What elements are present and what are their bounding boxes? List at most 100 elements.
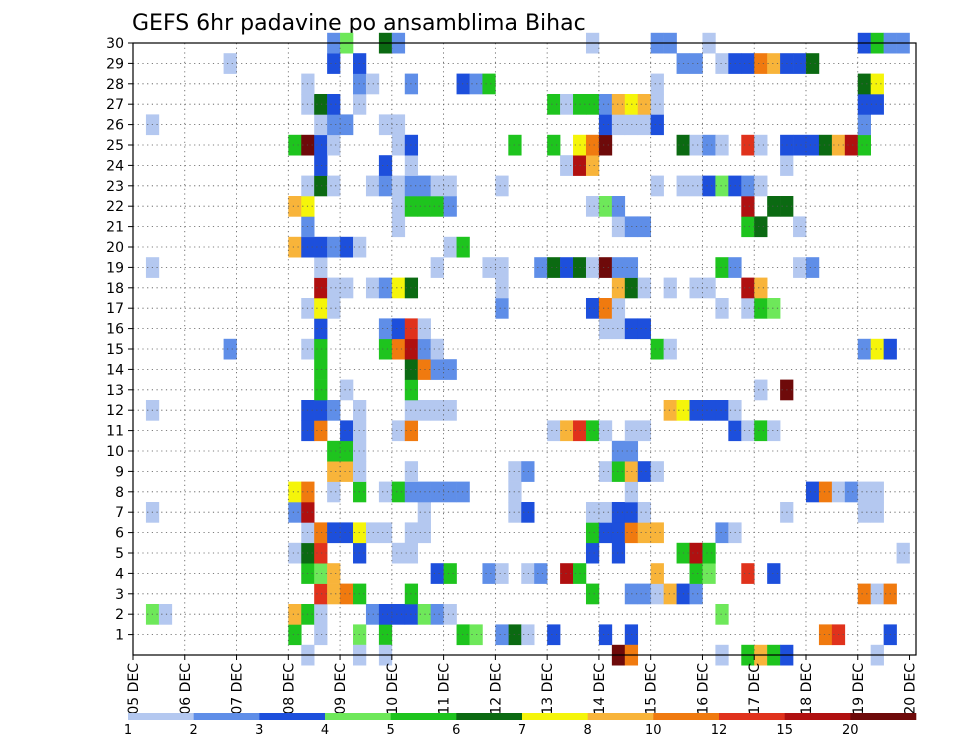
- heatmap-cell: [870, 583, 884, 605]
- y-tick-label: 28: [106, 77, 124, 93]
- x-tick-label: 12 DEC: [488, 663, 504, 715]
- heatmap-cell: [417, 502, 431, 523]
- legend-swatch: [128, 713, 194, 720]
- heatmap-cell: [314, 155, 328, 176]
- y-tick-label: 4: [115, 566, 124, 582]
- legend-label: 1: [124, 723, 132, 738]
- heatmap-cell: [547, 624, 561, 646]
- heatmap-cell: [741, 216, 755, 238]
- y-tick-label: 2: [115, 607, 124, 623]
- y-tick-label: 10: [106, 444, 124, 460]
- heatmap-cell: [430, 196, 444, 217]
- heatmap-cell: [598, 502, 613, 523]
- heatmap-cell: [637, 114, 651, 136]
- heatmap-cell: [585, 298, 600, 319]
- y-tick-label: 22: [106, 199, 124, 215]
- y-tick-label: 13: [106, 383, 124, 399]
- heatmap-cell: [585, 502, 600, 523]
- heatmap-cell: [689, 583, 703, 605]
- y-tick-label: 11: [106, 424, 124, 440]
- heatmap-cell: [844, 134, 859, 156]
- heatmap-cell: [547, 134, 561, 156]
- heatmap-cell: [702, 175, 716, 197]
- heatmap-cell: [870, 73, 884, 95]
- heatmap-cell: [443, 604, 457, 625]
- heatmap-cell: [650, 563, 664, 584]
- legend-label: 20: [842, 723, 859, 738]
- heatmap-cell: [585, 583, 600, 605]
- heatmap-cell: [417, 481, 431, 503]
- heatmap-cell: [805, 53, 820, 74]
- heatmap-cell: [844, 481, 859, 503]
- heatmap-cell: [495, 175, 509, 197]
- heatmap-cell: [508, 481, 522, 503]
- x-tick-label: 19 DEC: [851, 663, 867, 715]
- heatmap-cell: [585, 134, 600, 156]
- heatmap-cell: [754, 420, 768, 442]
- heatmap-cell: [715, 298, 729, 319]
- heatmap-cell: [314, 542, 328, 564]
- heatmap-cell: [430, 175, 444, 197]
- heatmap-cell: [741, 53, 755, 74]
- legend-label: 8: [584, 723, 592, 738]
- heatmap-cell: [314, 277, 328, 299]
- heatmap-cell: [314, 134, 328, 156]
- heatmap-cell: [741, 196, 755, 217]
- heatmap-cell: [689, 563, 703, 584]
- heatmap-cell: [288, 624, 302, 646]
- y-tick-label: 17: [106, 301, 124, 317]
- heatmap-cell: [495, 298, 509, 319]
- heatmap-cell: [857, 73, 871, 95]
- y-tick-label: 29: [106, 56, 124, 72]
- heatmap-cell: [327, 114, 341, 136]
- legend-swatch: [259, 713, 326, 720]
- y-tick-label: 18: [106, 281, 124, 297]
- y-tick-label: 1: [115, 628, 124, 644]
- x-tick-label: 06 DEC: [178, 663, 194, 715]
- heatmap-cell: [611, 216, 626, 238]
- heatmap-cell: [560, 257, 574, 278]
- x-tick-label: 20 DEC: [903, 663, 919, 715]
- heatmap-cell: [611, 502, 626, 523]
- heatmap-cell: [793, 134, 807, 156]
- y-tick-label: 24: [106, 158, 124, 174]
- heatmap-cell: [598, 196, 613, 217]
- heatmap-cell: [391, 134, 406, 156]
- x-tick-label: 14 DEC: [592, 663, 608, 715]
- heatmap-cell: [598, 257, 613, 278]
- heatmap-cell: [482, 257, 496, 278]
- heatmap-cell: [702, 400, 716, 421]
- heatmap-cell: [378, 277, 393, 299]
- heatmap-cell: [611, 114, 626, 136]
- heatmap-cell: [314, 257, 328, 278]
- heatmap-cell: [417, 522, 431, 544]
- heatmap-cell: [314, 624, 328, 646]
- heatmap-cell: [495, 257, 509, 278]
- heatmap-cell: [430, 359, 444, 380]
- heatmap-cell: [650, 461, 664, 482]
- x-tick-label: 10 DEC: [385, 663, 401, 715]
- y-tick-label: 19: [106, 260, 124, 276]
- heatmap-cell: [327, 175, 341, 197]
- heatmap-cell: [417, 359, 431, 380]
- heatmap-cell: [508, 624, 522, 646]
- heatmap-cell: [430, 604, 444, 625]
- heatmap-cell: [340, 461, 354, 482]
- heatmap-cell: [314, 604, 328, 625]
- heatmap-cell: [857, 583, 871, 605]
- heatmap-cell: [327, 298, 341, 319]
- heatmap-cell: [482, 563, 496, 584]
- y-tick-label: 14: [106, 362, 124, 378]
- x-tick-label: 16 DEC: [696, 663, 712, 715]
- y-tick-label: 7: [115, 505, 124, 521]
- heatmap-cell: [223, 53, 237, 74]
- legend-swatch: [784, 713, 851, 720]
- heatmap-cell: [378, 318, 393, 340]
- heatmap-cell: [391, 604, 406, 625]
- heatmap-cell: [417, 400, 431, 421]
- heatmap-cell: [805, 257, 820, 278]
- heatmap-cell: [327, 236, 341, 258]
- heatmap-cell: [417, 175, 431, 197]
- heatmap-cell: [767, 420, 781, 442]
